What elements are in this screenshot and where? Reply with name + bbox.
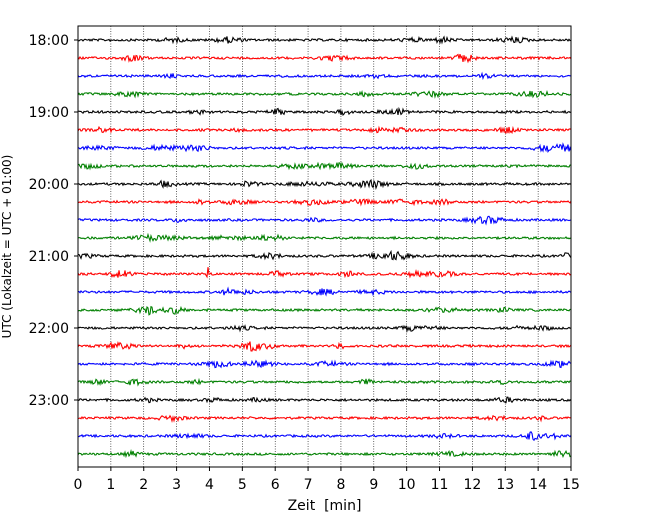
x-tick-label-4: 4 (205, 477, 214, 493)
x-tick-label-6: 6 (271, 477, 280, 493)
trace-1800 (77, 35, 572, 45)
grid-lines (110, 26, 539, 467)
trace-1845 (77, 89, 572, 99)
trace-1945 (77, 161, 572, 171)
x-tick-label-15: 15 (562, 477, 580, 493)
x-tick-label-3: 3 (172, 477, 181, 493)
trace-1830 (77, 71, 572, 81)
trace-2315 (77, 414, 572, 424)
trace-2200 (77, 324, 572, 333)
x-tick-label-11: 11 (431, 477, 449, 493)
x-tick-label-8: 8 (336, 477, 345, 493)
y-tick-label-1800: 18:00 (29, 33, 69, 49)
x-tick-label-5: 5 (238, 477, 247, 493)
y-tick-label-1900: 19:00 (29, 105, 69, 121)
trace-2215 (77, 341, 572, 352)
y-axis-label: UTC (Lokalzeit = UTC + 01:00) (0, 155, 14, 339)
x-axis-label: Zeit [min] (288, 498, 362, 514)
plot-frame (77, 25, 572, 468)
trace-2000 (77, 178, 572, 191)
trace-2030 (77, 215, 572, 226)
trace-2230 (77, 359, 572, 369)
x-axis-ticks: 0 1 2 3 4 5 6 7 8 9 10 11 12 13 14 15 (74, 467, 580, 493)
trace-1815 (77, 53, 572, 64)
x-tick-label-9: 9 (369, 477, 378, 493)
y-tick-label-2300: 23:00 (29, 393, 69, 409)
trace-2330 (77, 431, 572, 442)
trace-1915 (77, 125, 572, 135)
x-tick-label-12: 12 (463, 477, 481, 493)
trace-2130 (77, 286, 572, 297)
y-tick-label-2200: 22:00 (29, 321, 69, 337)
x-tick-label-1: 1 (106, 477, 115, 493)
trace-2015 (77, 198, 572, 207)
trace-2300 (77, 396, 572, 404)
trace-2145 (77, 305, 572, 316)
trace-2245 (77, 377, 572, 387)
trace-1900 (77, 106, 572, 116)
trace-2100 (77, 249, 572, 261)
trace-2115 (77, 267, 572, 279)
trace-2345 (77, 448, 572, 459)
y-tick-label-2000: 20:00 (29, 177, 69, 193)
x-tick-label-13: 13 (496, 477, 514, 493)
x-tick-label-10: 10 (398, 477, 416, 493)
x-tick-label-14: 14 (529, 477, 547, 493)
trace-2045 (77, 232, 572, 243)
x-tick-label-0: 0 (74, 477, 83, 493)
seismic-traces (77, 35, 572, 459)
trace-1930 (77, 142, 572, 154)
x-tick-label-2: 2 (139, 477, 148, 493)
y-tick-label-2100: 21:00 (29, 249, 69, 265)
y-axis-ticks: 18:00 19:00 20:00 21:00 22:00 23:00 (29, 33, 78, 409)
x-tick-label-7: 7 (304, 477, 313, 493)
